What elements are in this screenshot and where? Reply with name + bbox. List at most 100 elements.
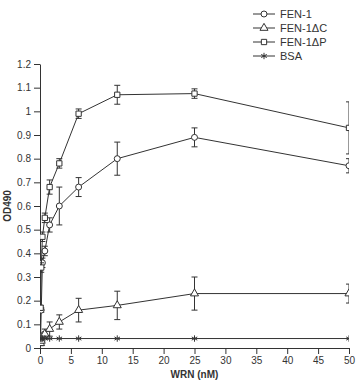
x-tick: 35 [251,348,263,366]
y-axis-title: OD490 [2,190,13,222]
point [76,335,82,341]
error-bar [42,213,48,222]
error-cap [346,158,349,159]
y-tick-mark [34,230,40,231]
x-tick-mark [195,348,196,354]
y-tick-label: 0.9 [17,130,31,141]
error-cap [56,329,62,330]
x-tick: 10 [97,348,109,366]
error-cap [40,262,44,263]
series [40,85,349,310]
x-axis: 05101520253035404550 [38,348,356,366]
error-cap [40,241,45,242]
error-cap [56,224,62,225]
y-tick-label: 0.5 [17,224,31,235]
point [42,335,48,341]
y-tick-mark [34,277,40,278]
error-bar [76,178,82,197]
y-tick-mark [34,111,40,112]
error-cap [76,321,82,322]
y-tick-label: 0 [25,343,31,354]
point [55,317,63,324]
legend-item: FEN-1 [253,8,312,20]
y-tick-mark [34,348,40,349]
legend-label: FEN-1ΔC [280,22,327,34]
y-tick-label: 0.4 [17,248,31,259]
x-tick-mark [40,348,41,354]
error-cap [346,153,349,154]
y-tick-mark [34,135,40,136]
error-cap [40,232,45,233]
plot-area: 0510152025303540455000.10.20.30.40.50.60… [17,59,355,366]
y-tick-label: 0.6 [17,201,31,212]
legend-marker [260,23,268,30]
error-cap [76,108,82,109]
legend: FEN-1FEN-1ΔCFEN-1ΔPBSA [253,8,327,62]
x-tick-label: 0 [38,355,44,366]
error-cap [114,291,120,292]
x-tick-label: 20 [159,355,171,366]
y-tick-label: 0.7 [17,177,31,188]
x-tick-label: 25 [189,355,201,366]
series [40,128,349,339]
x-tick-label: 5 [69,355,75,366]
error-cap [76,177,82,178]
point [57,335,63,341]
point [190,289,198,296]
y-tick-label: 0.8 [17,153,31,164]
x-tick-mark [133,348,134,354]
error-cap [47,179,53,180]
x-tick-mark [287,348,288,354]
y-tick: 0.6 [17,201,40,212]
y-tick: 0.3 [17,272,40,283]
error-cap [40,272,44,273]
series-line [41,137,349,336]
y-tick: 1.1 [17,82,40,93]
legend-label: FEN-1 [280,8,312,20]
error-cap [42,255,48,256]
x-tick-label: 30 [220,355,232,366]
point [47,335,53,341]
error-cap [42,213,48,214]
point [42,248,48,254]
x-tick-label: 35 [251,355,263,366]
x-tick: 45 [313,348,325,366]
y-tick: 0.5 [17,224,40,235]
x-tick-mark [102,348,103,354]
error-cap [47,321,53,322]
x-tick-mark [225,348,226,354]
error-cap [346,303,349,304]
error-cap [192,98,198,99]
point [46,324,54,331]
x-tick: 40 [282,348,294,366]
y-tick-mark [34,64,40,65]
legend-marker [261,39,266,44]
error-bar [192,89,198,98]
error-cap [56,168,62,169]
error-cap [76,298,82,299]
y-tick-mark [34,301,40,302]
y-tick-label: 1.2 [17,59,31,70]
legend-item: FEN-1ΔC [253,22,327,34]
point [76,184,82,190]
legend-item: FEN-1ΔP [253,36,326,48]
error-cap [42,222,48,223]
error-cap [76,196,82,197]
y-tick-label: 0.1 [17,319,31,330]
point [113,301,121,308]
error-cap [47,232,53,233]
marks [40,85,349,345]
series [40,277,349,346]
point [192,134,198,140]
y-tick: 0.2 [17,295,40,306]
series [40,335,349,341]
error-bar [40,232,45,241]
error-bar [47,180,53,194]
point [346,335,349,341]
x-tick: 5 [69,348,75,366]
legend-label: FEN-1ΔP [280,36,326,48]
y-tick-label: 0.3 [17,272,31,283]
error-cap [192,88,198,89]
legend-marker [261,53,267,59]
point [40,234,45,239]
